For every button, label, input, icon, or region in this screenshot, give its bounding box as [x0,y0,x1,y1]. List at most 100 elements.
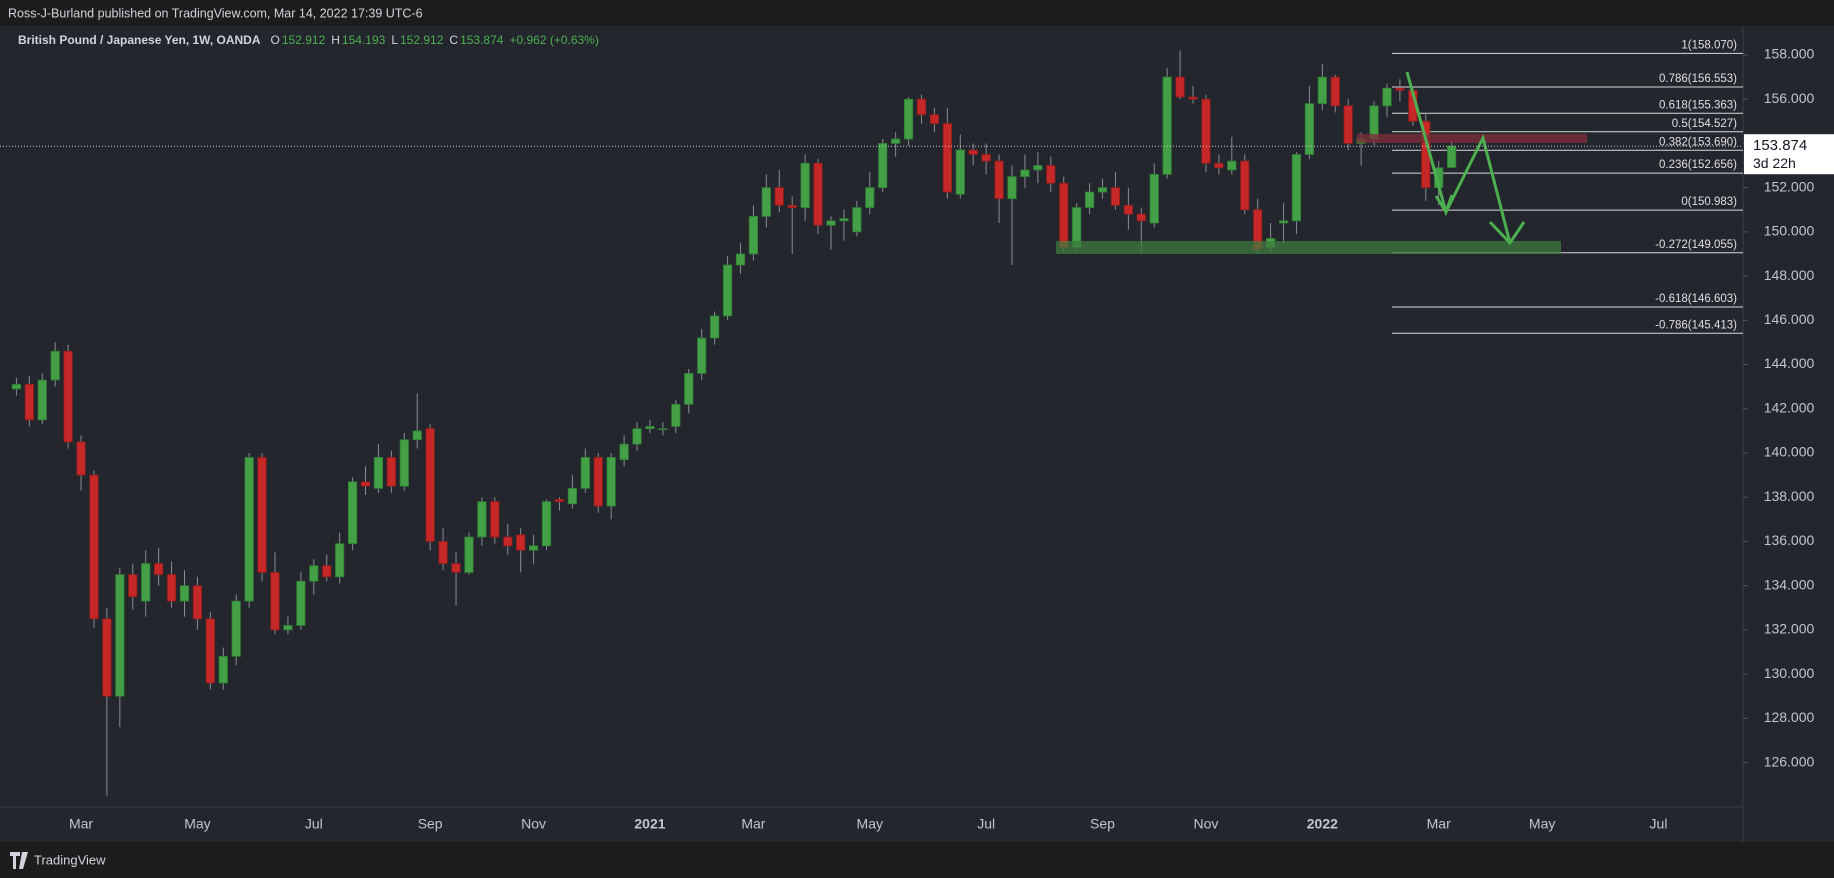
candle-body [1007,176,1017,200]
candle-body [166,574,177,602]
x-tick-label: Jul [977,816,995,832]
candle-body [968,149,978,155]
y-tick-label: 158.000 [1764,46,1815,62]
candle-body [322,565,332,578]
y-tick-label: 152.000 [1764,178,1815,194]
candle-body [1059,182,1069,248]
candle-body [567,487,577,505]
candle-body [76,441,86,476]
candle-body [529,545,539,551]
arrow-head [1488,220,1526,246]
x-tick-label: Mar [741,816,765,832]
candle-body [1162,76,1172,175]
candle-body [839,218,849,222]
candle-body [1084,191,1095,208]
x-tick-label: 2022 [1307,816,1338,832]
candle-body [774,187,784,206]
x-tick-label: Mar [69,816,93,832]
candle-body [102,618,112,697]
ohlc-key: C [449,33,458,47]
y-tick-label: 132.000 [1764,621,1815,637]
y-tick-label: 134.000 [1764,576,1815,592]
candle-body [270,571,280,631]
y-tick-label: 156.000 [1764,90,1815,106]
candle-body [735,253,746,266]
candle-body [399,439,409,487]
candle-body [296,580,306,626]
y-tick-label: 130.000 [1764,665,1815,681]
x-tick-label: 2021 [634,816,665,832]
y-tick-label: 142.000 [1764,399,1815,415]
candle-body [761,187,771,217]
last-price-box [1744,134,1834,175]
projection-arrow [1405,71,1512,244]
candle-body [244,457,254,602]
x-tick-label: Nov [521,816,546,832]
candle-body [37,379,47,421]
resistance-zone [1357,134,1587,143]
top-bar [0,0,1834,26]
candle-body [1188,96,1198,100]
fib-label: 0(150.983) [1681,196,1737,208]
candle-body [1136,213,1146,222]
candle-body [490,501,500,538]
fib-label: 0.236(152.656) [1659,159,1737,171]
ohlc-key: O [271,33,280,47]
fib-label: -0.786(145.413) [1655,319,1737,331]
x-tick-label: Jul [1650,816,1668,832]
candle-body [994,160,1004,200]
y-tick-label: 144.000 [1764,355,1815,371]
candle-body [748,215,759,255]
countdown-label: 3d 22h [1753,155,1796,171]
candle-body [1046,165,1056,184]
candle-body [1175,76,1185,98]
fib-label: 0.786(156.553) [1659,73,1737,85]
candle-body [24,384,34,421]
x-tick-label: May [184,816,210,832]
candle-body [1291,154,1302,222]
y-tick-label: 128.000 [1764,709,1815,725]
x-tick-label: Sep [418,816,443,832]
candle-body [1330,76,1340,107]
candle-body [580,457,590,489]
candle-body [1149,173,1159,224]
x-tick-label: Jul [305,816,323,832]
candle-body [425,428,435,542]
y-tick-label: 126.000 [1764,753,1815,769]
ohlc-value: 152.912 [282,33,326,47]
bottom-bar [0,842,1834,878]
fib-label: 0.382(153.690) [1659,136,1737,148]
candle-body [645,426,655,430]
candle-body [813,162,823,226]
y-tick-label: 146.000 [1764,311,1815,327]
ohlc-key: H [331,33,340,47]
candle-body [1020,169,1030,177]
candle-body [438,541,448,564]
candle-body [658,428,668,431]
candle-body [710,315,720,339]
candle-body [800,162,810,208]
candle-body [1395,87,1405,91]
candle-body [360,481,371,487]
candle-body [386,457,396,487]
candle-body [1343,105,1353,144]
candle-body [11,384,21,390]
candle-body [865,187,875,208]
candle-body [1110,187,1121,206]
candle-body [128,574,138,598]
candle-body [1097,187,1108,193]
candle-body [787,204,797,208]
candle-body [503,536,513,547]
x-tick-label: Sep [1090,816,1115,832]
candle-body [154,563,164,576]
candle-body [1201,98,1211,164]
candle-body [63,350,73,443]
candle-body [606,457,616,507]
candle-body [826,220,836,226]
fib-label: -0.272(149.055) [1655,239,1737,251]
ohlc-value: 154.193 [342,33,386,47]
x-axis-area [0,807,1743,842]
y-tick-label: 150.000 [1764,223,1815,239]
candle-body [541,501,552,547]
